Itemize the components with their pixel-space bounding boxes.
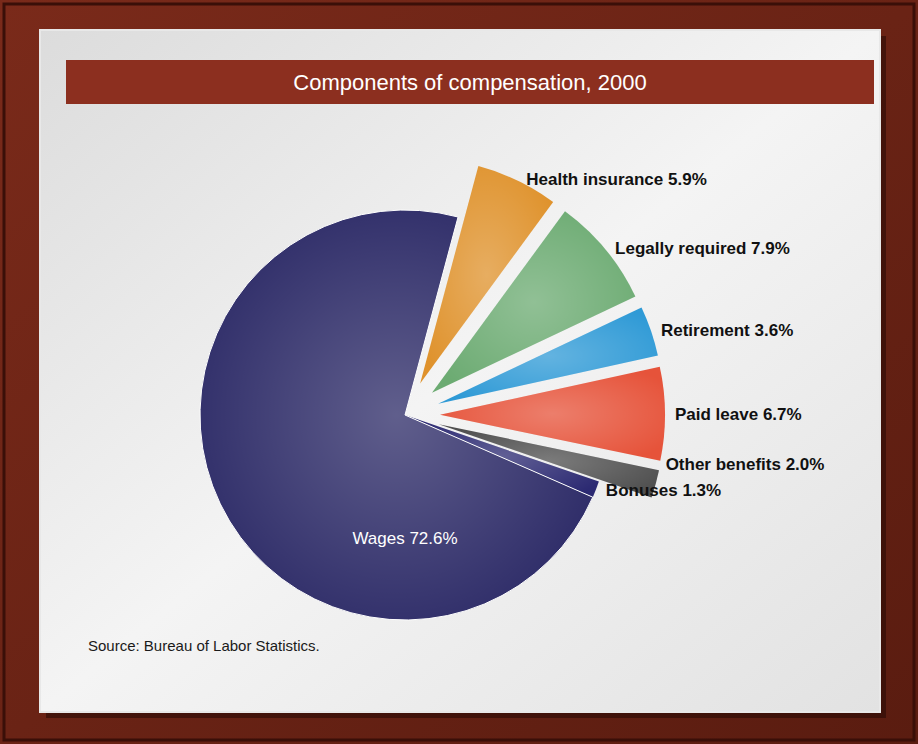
slice-label: Other benefits 2.0% xyxy=(666,455,825,474)
title-banner xyxy=(66,60,874,104)
slice-label: Legally required 7.9% xyxy=(615,239,790,258)
slice-value: 72.6% xyxy=(409,529,457,548)
slice-value: 3.6% xyxy=(755,321,794,340)
slice-name: Retirement xyxy=(661,321,750,340)
slice-label: Health insurance 5.9% xyxy=(526,169,706,188)
slice-label: Bonuses 1.3% xyxy=(606,481,721,500)
source: Source: Bureau of Labor Statistics. xyxy=(88,637,320,654)
slice-label: Retirement 3.6% xyxy=(661,321,793,340)
slice-name: Other benefits xyxy=(666,455,781,474)
slice-value: 1.3% xyxy=(682,481,721,500)
frame xyxy=(0,0,918,744)
slice-name: Bonuses xyxy=(606,481,678,500)
slice-name: Wages xyxy=(352,529,404,548)
slice-value: 5.9% xyxy=(668,169,707,188)
slice-name: Legally required xyxy=(615,239,746,258)
title: Components of compensation, 2000 xyxy=(293,70,646,95)
slice-value: 7.9% xyxy=(751,239,790,258)
panel xyxy=(40,30,880,712)
chart-root: Components of compensation, 2000 Health i… xyxy=(0,0,918,744)
slice-name: Paid leave xyxy=(675,404,758,423)
frame-border xyxy=(4,4,914,740)
pie xyxy=(200,166,665,620)
pie-slice xyxy=(200,210,593,620)
slice-label: Paid leave 6.7% xyxy=(675,404,802,423)
labels: Health insurance 5.9% Legally required 7.… xyxy=(352,169,824,547)
slice-name: Health insurance xyxy=(526,169,663,188)
slice-highlight xyxy=(200,210,593,620)
slice-value: 2.0% xyxy=(786,455,825,474)
slice-label: Wages 72.6% xyxy=(352,529,457,548)
slice-value: 6.7% xyxy=(763,404,802,423)
